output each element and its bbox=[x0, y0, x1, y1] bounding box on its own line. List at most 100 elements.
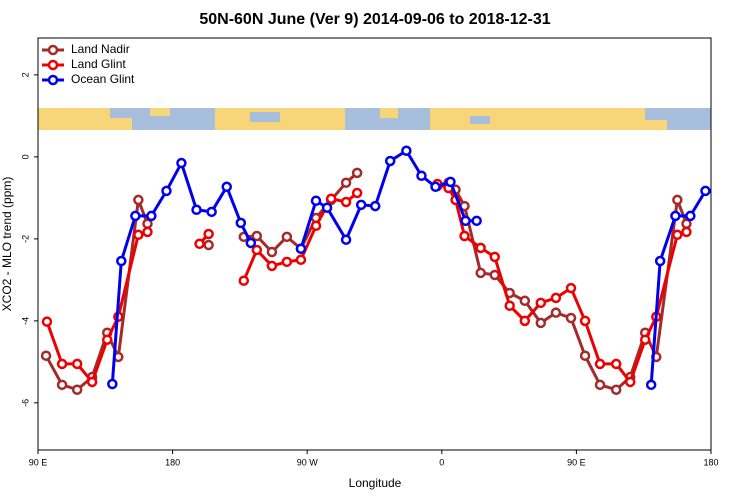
data-point bbox=[535, 297, 547, 309]
data-point bbox=[281, 231, 293, 243]
data-point bbox=[685, 210, 696, 222]
data-point bbox=[645, 379, 657, 391]
data-point bbox=[251, 244, 263, 256]
data-point bbox=[116, 255, 127, 267]
data-point bbox=[594, 358, 606, 370]
data-point bbox=[71, 358, 83, 370]
series-line bbox=[110, 148, 707, 385]
data-point bbox=[321, 202, 333, 213]
data-point bbox=[194, 238, 205, 250]
data-point bbox=[133, 194, 144, 206]
data-point bbox=[351, 187, 363, 199]
data-point bbox=[340, 234, 352, 245]
data-point bbox=[672, 194, 683, 206]
legend-marker bbox=[47, 59, 59, 71]
data-point bbox=[245, 237, 257, 249]
data-point bbox=[161, 185, 172, 197]
data-point bbox=[445, 176, 456, 188]
data-point bbox=[519, 295, 531, 307]
data-point bbox=[310, 195, 322, 207]
y-tick-label: -6 bbox=[20, 399, 30, 407]
y-tick-label: -4 bbox=[20, 317, 30, 325]
data-point bbox=[56, 379, 68, 391]
data-point bbox=[489, 251, 500, 263]
x-axis-label: Longitude bbox=[349, 476, 402, 490]
data-point bbox=[459, 230, 470, 242]
data-point bbox=[460, 215, 471, 227]
legend-marker bbox=[47, 74, 59, 86]
x-tick-label: 90 W bbox=[297, 457, 319, 467]
data-point bbox=[40, 350, 52, 361]
data-point bbox=[670, 210, 681, 222]
data-point bbox=[251, 230, 263, 242]
data-point bbox=[579, 315, 591, 327]
data-point bbox=[579, 350, 591, 361]
data-point bbox=[384, 155, 396, 167]
data-point bbox=[700, 185, 711, 197]
data-point bbox=[639, 334, 651, 345]
x-tick-label: 180 bbox=[703, 457, 718, 467]
data-point bbox=[550, 292, 562, 304]
x-tick-label: 90 E bbox=[567, 457, 586, 467]
data-point bbox=[266, 246, 278, 258]
legend-label: Land Glint bbox=[71, 57, 126, 71]
data-point bbox=[475, 267, 486, 279]
data-point bbox=[203, 239, 214, 251]
data-point bbox=[519, 315, 531, 327]
data-point bbox=[355, 199, 367, 211]
data-point bbox=[594, 379, 606, 391]
data-point bbox=[550, 307, 562, 318]
data-point bbox=[235, 217, 247, 229]
x-tick-label: 180 bbox=[165, 457, 180, 467]
x-tick-label: 0 bbox=[439, 457, 444, 467]
data-point bbox=[489, 269, 500, 281]
plot-frame bbox=[37, 37, 712, 451]
data-point bbox=[610, 358, 622, 370]
data-point bbox=[565, 312, 577, 324]
data-point bbox=[71, 384, 83, 395]
legend-label: Ocean Glint bbox=[71, 72, 135, 86]
data-point bbox=[56, 358, 68, 370]
data-point bbox=[295, 243, 307, 254]
data-point bbox=[203, 228, 214, 240]
legend-marker bbox=[47, 44, 59, 56]
data-point bbox=[535, 317, 547, 329]
data-point bbox=[340, 196, 352, 208]
data-point bbox=[654, 255, 666, 267]
data-point bbox=[351, 167, 363, 179]
data-point bbox=[504, 300, 515, 311]
data-point bbox=[107, 378, 118, 390]
data-point bbox=[471, 215, 482, 227]
map-band bbox=[38, 108, 711, 130]
data-point bbox=[101, 334, 113, 345]
data-point bbox=[610, 384, 622, 395]
y-tick-label: -2 bbox=[20, 235, 30, 243]
data-point bbox=[86, 376, 98, 388]
data-point bbox=[624, 376, 636, 388]
chart-title: 50N-60N June (Ver 9) 2014-09-06 to 2018-… bbox=[199, 11, 550, 28]
y-tick-label: 0 bbox=[20, 154, 30, 159]
data-point bbox=[295, 254, 307, 266]
data-point bbox=[340, 177, 352, 188]
data-point bbox=[672, 229, 683, 241]
data-point bbox=[369, 200, 381, 212]
data-point bbox=[266, 260, 278, 272]
data-point bbox=[281, 256, 293, 268]
data-point bbox=[681, 226, 692, 238]
legend-label: Land Nadir bbox=[71, 42, 130, 56]
x-tick-label: 90 E bbox=[29, 457, 48, 467]
data-point bbox=[238, 275, 250, 286]
data-point bbox=[475, 242, 486, 254]
series-line bbox=[45, 182, 687, 386]
data-point bbox=[310, 220, 322, 232]
data-point bbox=[565, 282, 577, 294]
data-point bbox=[401, 145, 412, 156]
data-point bbox=[176, 157, 187, 169]
data-point bbox=[325, 193, 337, 204]
data-point bbox=[130, 210, 141, 222]
data-point bbox=[191, 204, 202, 216]
data-point bbox=[206, 206, 217, 218]
data-point bbox=[416, 170, 427, 181]
data-point bbox=[146, 210, 157, 222]
